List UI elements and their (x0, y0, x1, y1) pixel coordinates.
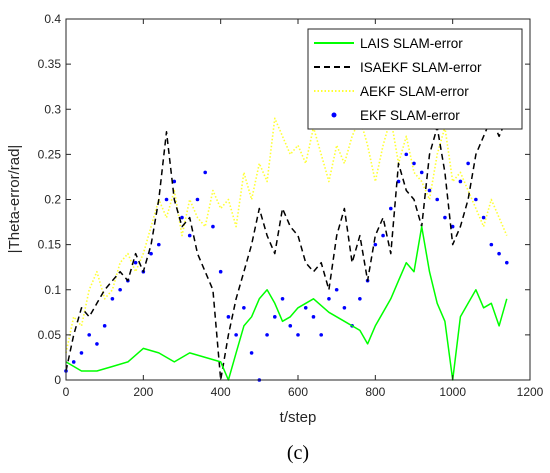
ekf-point (187, 233, 192, 238)
x-axis-label: t/step (280, 409, 317, 426)
y-tick-label: 0.25 (38, 147, 62, 161)
ekf-point (288, 324, 293, 328)
ekf-point (303, 306, 308, 310)
ekf-point (249, 351, 254, 355)
ekf-point (203, 170, 207, 175)
ticks-layer: 0 200 400 600 800 1000 1200 0 0.05 0.1 0.15 0.2 0.25… (38, 12, 544, 399)
ekf-point (218, 269, 223, 274)
y-tick-label: 0.1 (44, 283, 61, 297)
y-tick-label: 0.2 (44, 193, 61, 207)
ekf-point (87, 333, 91, 337)
legend-label: AEKF SLAM-error (360, 84, 469, 99)
ekf-point (474, 197, 478, 202)
legend-label: EKF SLAM-error (360, 108, 460, 123)
ekf-point (234, 333, 238, 337)
ekf-point (327, 296, 331, 301)
ekf-point (71, 360, 76, 364)
ekf-point (419, 170, 424, 175)
ekf-point (481, 215, 486, 220)
ekf-point (211, 224, 215, 229)
ekf-point (118, 287, 122, 292)
ekf-point (195, 197, 200, 202)
ekf-point (164, 197, 169, 202)
y-tick-label: 0.35 (38, 57, 62, 71)
ekf-point (381, 233, 385, 238)
legend-marker (331, 112, 337, 118)
ekf-point (280, 296, 285, 301)
ekf-point (450, 224, 455, 229)
ekf-point (373, 242, 378, 247)
ekf-point (102, 324, 107, 328)
ekf-point (404, 152, 409, 157)
ekf-point (435, 197, 440, 202)
series-line-1 (65, 117, 508, 381)
x-tick-label: 800 (365, 385, 385, 399)
ekf-point (133, 260, 138, 265)
x-tick-label: 600 (288, 385, 308, 399)
ekf-point (95, 342, 99, 346)
ekf-point (79, 351, 84, 355)
legend: LAIS SLAM-error ISAEKF SLAM-error AEKF SLA… (307, 28, 523, 130)
ekf-point (427, 188, 432, 193)
ekf-point (242, 306, 246, 310)
ekf-point (180, 215, 184, 220)
y-tick-label: 0 (54, 373, 61, 387)
legend-label: ISAEKF SLAM-error (360, 60, 482, 75)
ekf-point (149, 251, 153, 256)
x-tick-label: 0 (63, 385, 70, 399)
ekf-point (412, 161, 416, 166)
ekf-point (110, 296, 115, 301)
ekf-point (458, 179, 463, 184)
x-tick-label: 1000 (439, 385, 466, 399)
x-tick-label: 200 (133, 385, 153, 399)
series-ekf-markers (64, 152, 509, 382)
ekf-point (489, 242, 494, 247)
x-tick-label: 400 (211, 385, 231, 399)
ekf-point (497, 251, 501, 256)
ekf-point (319, 333, 324, 337)
y-axis-label: |Theta-error/rad| (6, 145, 23, 254)
ekf-point (342, 306, 347, 310)
ekf-point (226, 315, 231, 319)
ekf-point (296, 333, 300, 337)
ekf-point (334, 287, 339, 292)
y-tick-label: 0.05 (38, 328, 62, 342)
ekf-point (443, 215, 447, 220)
ekf-point (311, 315, 316, 319)
ekf-point (172, 179, 177, 184)
y-tick-label: 0.15 (38, 238, 62, 252)
panel-label: (c) (287, 442, 309, 464)
legend-label: LAIS SLAM-error (360, 36, 463, 51)
ekf-point (157, 242, 161, 247)
x-tick-label: 1200 (517, 385, 544, 399)
legend-box (307, 28, 523, 130)
ekf-point (273, 315, 277, 319)
ekf-point (265, 333, 269, 337)
ekf-point (505, 260, 509, 265)
y-tick-label: 0.3 (44, 102, 61, 116)
ekf-point (358, 296, 362, 301)
y-tick-label: 0.4 (44, 12, 61, 26)
ekf-point (389, 206, 393, 211)
ekf-point (466, 161, 470, 166)
